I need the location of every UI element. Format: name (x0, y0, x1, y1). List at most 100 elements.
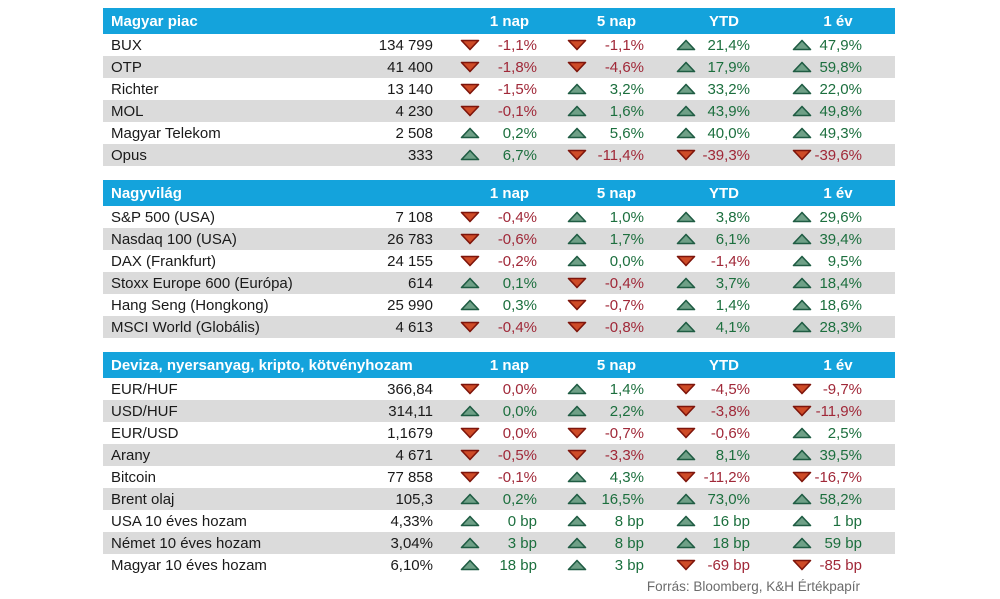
change-value: 1,6% (609, 102, 644, 120)
change-value: 47,9% (819, 36, 862, 54)
change-value: 6,7% (502, 146, 537, 164)
change-direction-cell (790, 383, 814, 395)
row-value: 4,33% (390, 512, 433, 530)
row-name: Magyar Telekom (111, 124, 221, 142)
change-direction-cell (458, 61, 482, 73)
triangle-down-icon (676, 405, 696, 417)
change-direction-cell (674, 233, 698, 245)
change-direction-cell (458, 277, 482, 289)
change-value: 18,6% (819, 296, 862, 314)
change-direction-cell (458, 233, 482, 245)
row-name: Hang Seng (Hongkong) (111, 296, 269, 314)
change-value: -9,7% (822, 380, 862, 398)
table-row: EUR/HUF 366,84 0,0% 1,4% -4,5% -9,7% (103, 378, 895, 400)
change-direction-cell (674, 493, 698, 505)
change-direction-cell (790, 471, 814, 483)
change-direction-cell (790, 105, 814, 117)
triangle-up-icon (460, 559, 480, 571)
change-value: 3,7% (715, 274, 750, 292)
change-value: 33,2% (707, 80, 750, 98)
change-value: -39,3% (702, 146, 750, 164)
column-header: 5 nap (596, 12, 637, 30)
change-direction-cell (565, 233, 589, 245)
change-direction-cell (565, 449, 589, 461)
change-value: -39,6% (814, 146, 862, 164)
change-direction-cell (565, 127, 589, 139)
change-direction-cell (674, 321, 698, 333)
row-name: MSCI World (Globális) (111, 318, 260, 336)
triangle-down-icon (460, 39, 480, 51)
change-value: 59,8% (819, 58, 862, 76)
change-value: 22,0% (819, 80, 862, 98)
table-row: Richter 13 140 -1,5% 3,2% 33,2% 22,0% (103, 78, 895, 100)
triangle-up-icon (567, 211, 587, 223)
triangle-up-icon (792, 105, 812, 117)
change-direction-cell (674, 471, 698, 483)
triangle-down-icon (567, 149, 587, 161)
triangle-up-icon (460, 515, 480, 527)
triangle-down-icon (460, 105, 480, 117)
change-value: 0,3% (502, 296, 537, 314)
triangle-up-icon (567, 383, 587, 395)
change-direction-cell (458, 515, 482, 527)
change-value: 0,1% (502, 274, 537, 292)
change-value: 6,1% (715, 230, 750, 248)
row-name: BUX (111, 36, 142, 54)
column-header: YTD (709, 184, 739, 202)
triangle-up-icon (676, 515, 696, 527)
row-value: 7 108 (395, 208, 433, 226)
table-row: DAX (Frankfurt) 24 155 -0,2% 0,0% -1,4% 9,5% (103, 250, 895, 272)
table-row: Arany 4 671 -0,5% -3,3% 8,1% 39,5% (103, 444, 895, 466)
table-row: MOL 4 230 -0,1% 1,6% 43,9% 49,8% (103, 100, 895, 122)
change-value: 3,8% (715, 208, 750, 226)
change-direction-cell (458, 383, 482, 395)
change-direction-cell (565, 277, 589, 289)
triangle-up-icon (460, 299, 480, 311)
triangle-down-icon (567, 39, 587, 51)
row-value: 4 671 (395, 446, 433, 464)
change-value: -0,8% (604, 318, 644, 336)
triangle-up-icon (460, 493, 480, 505)
triangle-up-icon (567, 233, 587, 245)
change-direction-cell (565, 105, 589, 117)
change-value: 0,0% (502, 402, 537, 420)
market-tables: Magyar piac 1 nap 5 nap YTD 1 év BUX 134 799 -1… (103, 8, 895, 576)
change-value: -85 bp (819, 556, 862, 574)
change-direction-cell (565, 149, 589, 161)
change-value: 0,0% (502, 380, 537, 398)
row-name: Német 10 éves hozam (111, 534, 262, 552)
triangle-up-icon (676, 211, 696, 223)
change-value: 8,1% (715, 446, 750, 464)
triangle-up-icon (792, 39, 812, 51)
change-direction-cell (790, 83, 814, 95)
change-direction-cell (790, 127, 814, 139)
change-value: -69 bp (707, 556, 750, 574)
row-name: Arany (111, 446, 151, 464)
change-value: 28,3% (819, 318, 862, 336)
triangle-up-icon (676, 277, 696, 289)
change-value: 0,2% (502, 490, 537, 508)
triangle-up-icon (567, 405, 587, 417)
change-direction-cell (458, 427, 482, 439)
column-header: 5 nap (596, 184, 637, 202)
table-row: MSCI World (Globális) 4 613 -0,4% -0,8% 4,1%… (103, 316, 895, 338)
change-direction-cell (674, 149, 698, 161)
change-direction-cell (565, 427, 589, 439)
change-direction-cell (790, 405, 814, 417)
change-value: 16,5% (601, 490, 644, 508)
triangle-down-icon (460, 211, 480, 223)
change-direction-cell (458, 559, 482, 571)
row-value: 614 (407, 274, 433, 292)
triangle-up-icon (792, 299, 812, 311)
triangle-up-icon (676, 233, 696, 245)
change-direction-cell (458, 255, 482, 267)
change-direction-cell (790, 233, 814, 245)
section-title: Nagyvilág (111, 184, 182, 202)
row-name: EUR/HUF (111, 380, 178, 398)
change-value: -0,1% (497, 102, 537, 120)
change-value: 18 bp (712, 534, 750, 552)
change-value: -0,4% (604, 274, 644, 292)
triangle-down-icon (460, 233, 480, 245)
row-name: Stoxx Europe 600 (Európa) (111, 274, 293, 292)
change-value: 58,2% (819, 490, 862, 508)
